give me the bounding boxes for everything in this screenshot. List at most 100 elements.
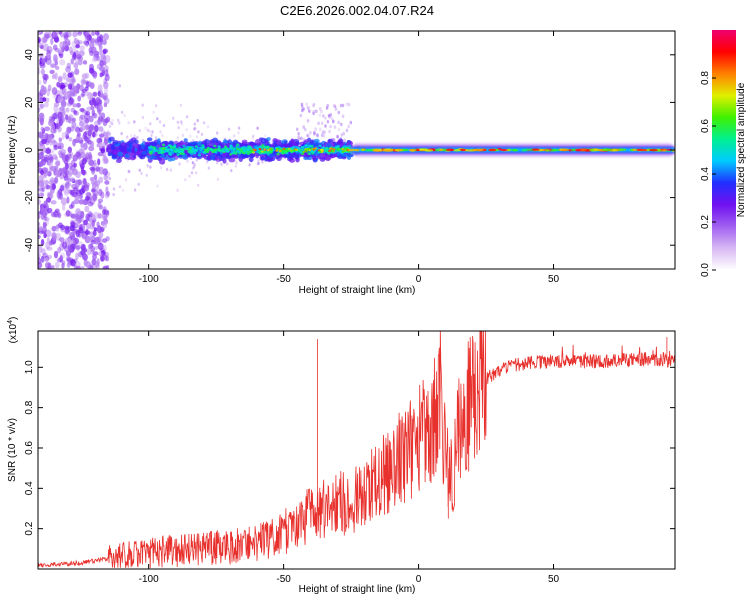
spectrogram-cell	[69, 189, 75, 196]
spectrogram-cell	[203, 151, 207, 154]
spectrogram-cell	[97, 213, 104, 219]
spectrogram-cell	[141, 150, 148, 156]
spectrogram-cell	[47, 31, 52, 39]
spectrogram-cell	[39, 62, 46, 69]
spectrogram-cell	[39, 133, 45, 139]
spectrogram-cell	[102, 92, 108, 100]
spectrogram-cell	[333, 125, 337, 129]
spectrogram-cell	[325, 143, 333, 148]
spectrogram-cell	[54, 160, 61, 167]
spectrogram-cell	[139, 154, 146, 160]
spectrogram-cell	[339, 103, 343, 108]
spectrogram-cell	[88, 151, 92, 160]
spectrogram-cell	[617, 148, 627, 151]
spectrogram-cell	[159, 158, 166, 165]
spectrogram-cell	[559, 148, 570, 151]
spectrogram-cell	[260, 150, 264, 153]
spectrogram-cell	[136, 135, 140, 139]
spectrogram-cell	[333, 104, 337, 109]
snr-x-label: Height of straight line (km)	[299, 584, 416, 595]
spectrogram-cell	[98, 205, 104, 210]
spectrogram-cell	[319, 153, 326, 158]
spectrogram-cell	[316, 134, 320, 138]
spectrogram-cell	[55, 170, 61, 178]
spectrogram-cell	[149, 165, 152, 169]
spectrogram-cell	[85, 230, 91, 235]
spectrogram-cell	[85, 81, 90, 89]
spectrogram-cell	[72, 31, 78, 38]
spectrogram-cell	[304, 144, 308, 147]
spectrogram-cell	[188, 174, 191, 178]
spectrogram-cell	[302, 125, 306, 129]
spectrogram-cell	[174, 150, 178, 153]
spectrogram-cell	[177, 126, 180, 130]
spectrogram-cell	[312, 104, 315, 108]
spectrogram-cell	[38, 261, 43, 269]
spectrogram-cell	[111, 122, 114, 126]
spectrogram-cell	[46, 237, 51, 244]
spectrogram-cell	[336, 134, 339, 139]
colorbar-gradient	[712, 30, 736, 270]
spectrogram-cell	[176, 188, 179, 192]
spectrogram-cell	[99, 253, 106, 261]
spectrogram-cell	[202, 121, 206, 125]
spectrogram-cell	[311, 152, 315, 155]
spectrogram-cell	[275, 149, 279, 152]
spectrogram-cell	[341, 103, 345, 108]
spectrogram-cell	[601, 148, 612, 151]
spectrogram-cell	[45, 241, 51, 250]
spectrogram-cell	[64, 130, 69, 136]
spectrogram-y-tick-label: -20	[24, 190, 35, 205]
spectrogram-y-tick-label: 20	[24, 96, 35, 108]
spectrogram-cell	[78, 147, 85, 154]
spectrogram-cell	[185, 147, 190, 151]
spectrogram-cell	[40, 126, 45, 132]
spectrogram-cell	[341, 114, 345, 119]
spectrogram-cell	[488, 148, 497, 152]
spectrogram-cell	[85, 195, 90, 201]
spectrogram-cell	[40, 45, 44, 50]
spectrogram-cell	[140, 144, 145, 150]
spectrogram-cell	[349, 120, 353, 125]
spectrogram-cell	[60, 185, 65, 191]
spectrogram-cell	[133, 134, 136, 138]
spectrogram-cell	[330, 147, 333, 150]
spectrogram-cell	[38, 234, 41, 240]
spectrogram-cell	[56, 142, 63, 147]
spectrogram-cell	[216, 161, 219, 165]
spectrogram-cell	[121, 188, 125, 192]
spectrogram-cell	[260, 137, 267, 144]
spectrogram-cell	[95, 166, 101, 172]
spectrogram-cell	[382, 149, 394, 152]
spectrogram-cell	[332, 119, 335, 124]
spectrogram-cell	[140, 171, 143, 176]
spectrogram-cell	[58, 137, 63, 143]
spectrogram-cell	[78, 226, 84, 234]
spectrogram-cell	[76, 131, 82, 137]
spectrogram-cell	[85, 191, 92, 197]
spectrogram-cell	[72, 103, 78, 108]
spectrogram-cell	[193, 163, 196, 167]
spectrogram-cell	[42, 37, 48, 44]
spectrogram-y-tick-label: -40	[24, 238, 35, 253]
spectrogram-cell	[318, 113, 322, 118]
spectrogram-cell	[52, 31, 59, 38]
spectrogram-cell	[103, 156, 108, 163]
spectrogram-cell	[108, 136, 115, 142]
spectrogram-cell	[347, 148, 357, 152]
spectrogram-cell	[297, 149, 301, 152]
snr-x-tick-label: -100	[139, 574, 159, 585]
spectrogram-cell	[126, 148, 133, 153]
spectrogram-cell	[133, 188, 137, 192]
spectrogram-cell	[41, 248, 46, 256]
spectrogram-cell	[38, 179, 44, 188]
spectrogram-x-tick-label: 50	[548, 274, 560, 285]
spectrogram-cell	[360, 148, 365, 151]
spectrogram-cell	[82, 60, 88, 65]
spectrogram-cell	[123, 113, 126, 118]
spectrogram-cell	[324, 147, 328, 151]
spectrogram-cell	[90, 248, 94, 255]
spectrogram-cell	[92, 97, 96, 103]
spectrogram-cell	[523, 148, 531, 151]
spectrogram-cell	[394, 148, 404, 152]
